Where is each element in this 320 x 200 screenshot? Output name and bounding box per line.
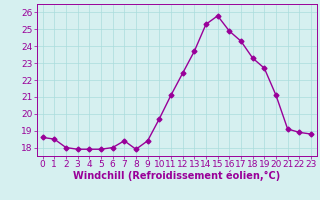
X-axis label: Windchill (Refroidissement éolien,°C): Windchill (Refroidissement éolien,°C) (73, 171, 280, 181)
